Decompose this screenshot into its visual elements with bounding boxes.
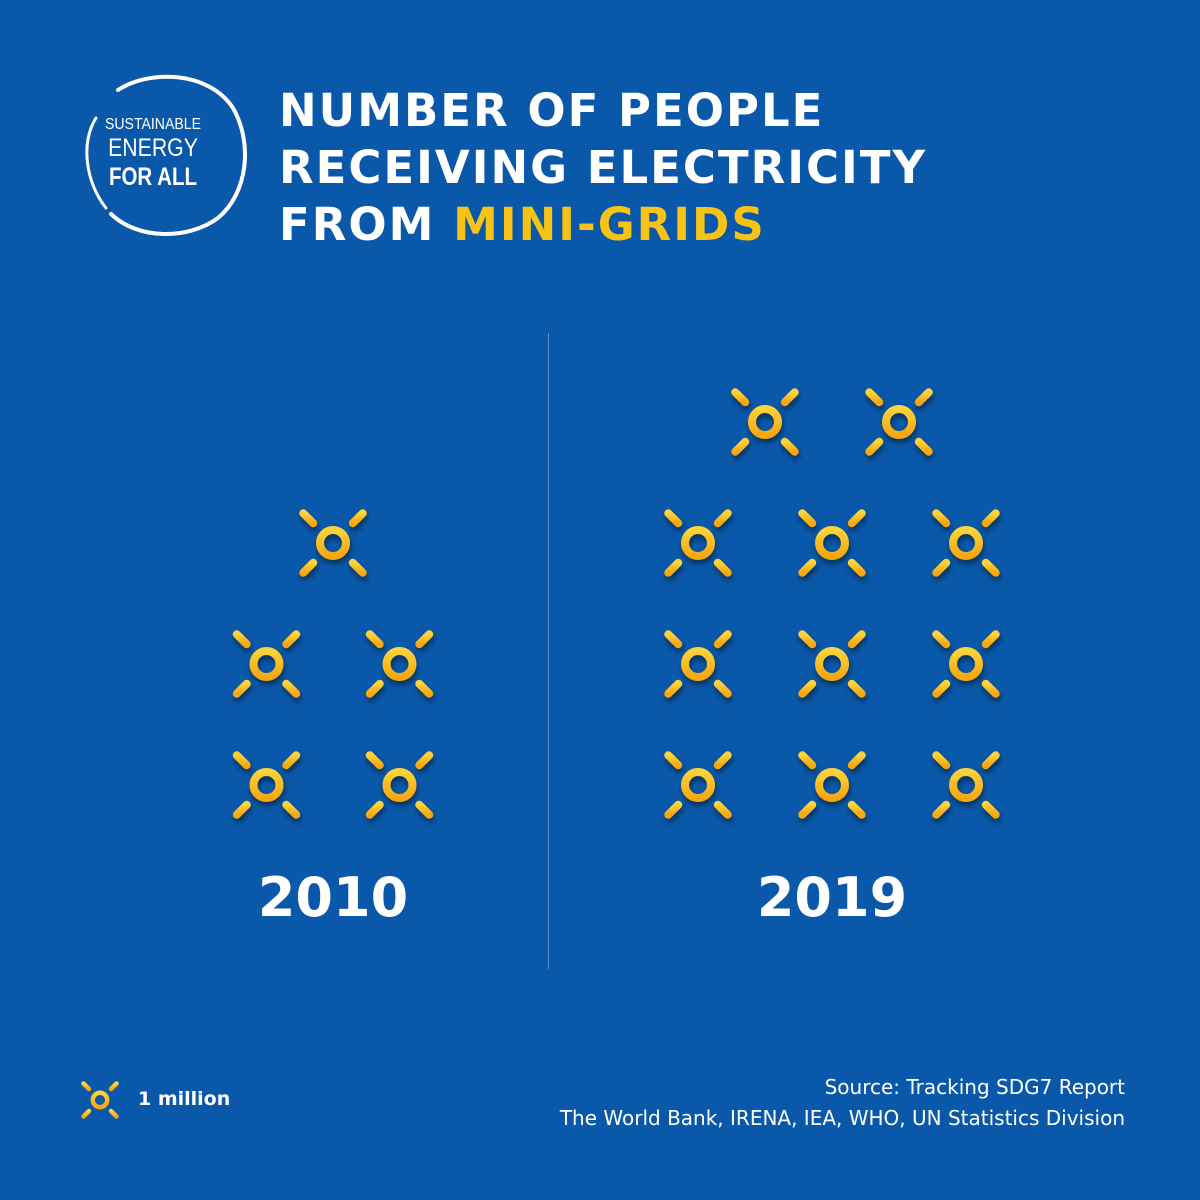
sun-icon-2010-3	[225, 622, 309, 706]
source-line-1: Source: Tracking SDG7 Report	[824, 1075, 1125, 1099]
sun-icon-2019-10	[723, 380, 807, 464]
sun-icon-2010-2	[358, 743, 442, 827]
year-label-2010: 2010	[258, 866, 408, 929]
logo-text-sustainable: SUSTAINABLE	[104, 116, 201, 133]
sun-icon-2019-4	[656, 622, 740, 706]
divider-line	[548, 333, 549, 969]
sun-icon-2010-5	[291, 501, 375, 585]
sun-icon-2010-4	[358, 622, 442, 706]
sun-icon-2019-3	[924, 743, 1008, 827]
title-line-2: RECEIVING ELECTRICITY	[279, 141, 928, 194]
legend-sun-icon	[75, 1075, 125, 1125]
sun-icon-2019-8	[790, 501, 874, 585]
logo-ring-icon	[85, 74, 247, 236]
sun-icon-2019-2	[790, 743, 874, 827]
sun-icon-2010-1	[225, 743, 309, 827]
sun-icon-2019-7	[656, 501, 740, 585]
source-line-2: The World Bank, IRENA, IEA, WHO, UN Stat…	[559, 1106, 1125, 1130]
logo-text-for-all: FOR ALL	[108, 163, 198, 191]
legend-label: 1 million	[138, 1088, 231, 1110]
title-highlight: MINI-GRIDS	[453, 198, 766, 251]
title-line-1: NUMBER OF PEOPLE	[279, 84, 825, 137]
source-note: Source: Tracking SDG7 Report The World B…	[560, 1072, 1125, 1134]
title-line-3: FROM MINI-GRIDS	[279, 196, 927, 253]
sun-icon-2019-11	[857, 380, 941, 464]
sun-icon-2019-5	[790, 622, 874, 706]
year-label-2019: 2019	[757, 866, 907, 929]
sun-icon-2019-9	[924, 501, 1008, 585]
sun-icon-2019-1	[656, 743, 740, 827]
logo-text-energy: ENERGY	[108, 134, 198, 162]
logo: SUSTAINABLE ENERGY FOR ALL	[78, 68, 258, 248]
sun-icon-2019-6	[924, 622, 1008, 706]
chart-title: NUMBER OF PEOPLE RECEIVING ELECTRICITY F…	[279, 82, 927, 253]
title-line-3-prefix: FROM	[279, 198, 454, 251]
